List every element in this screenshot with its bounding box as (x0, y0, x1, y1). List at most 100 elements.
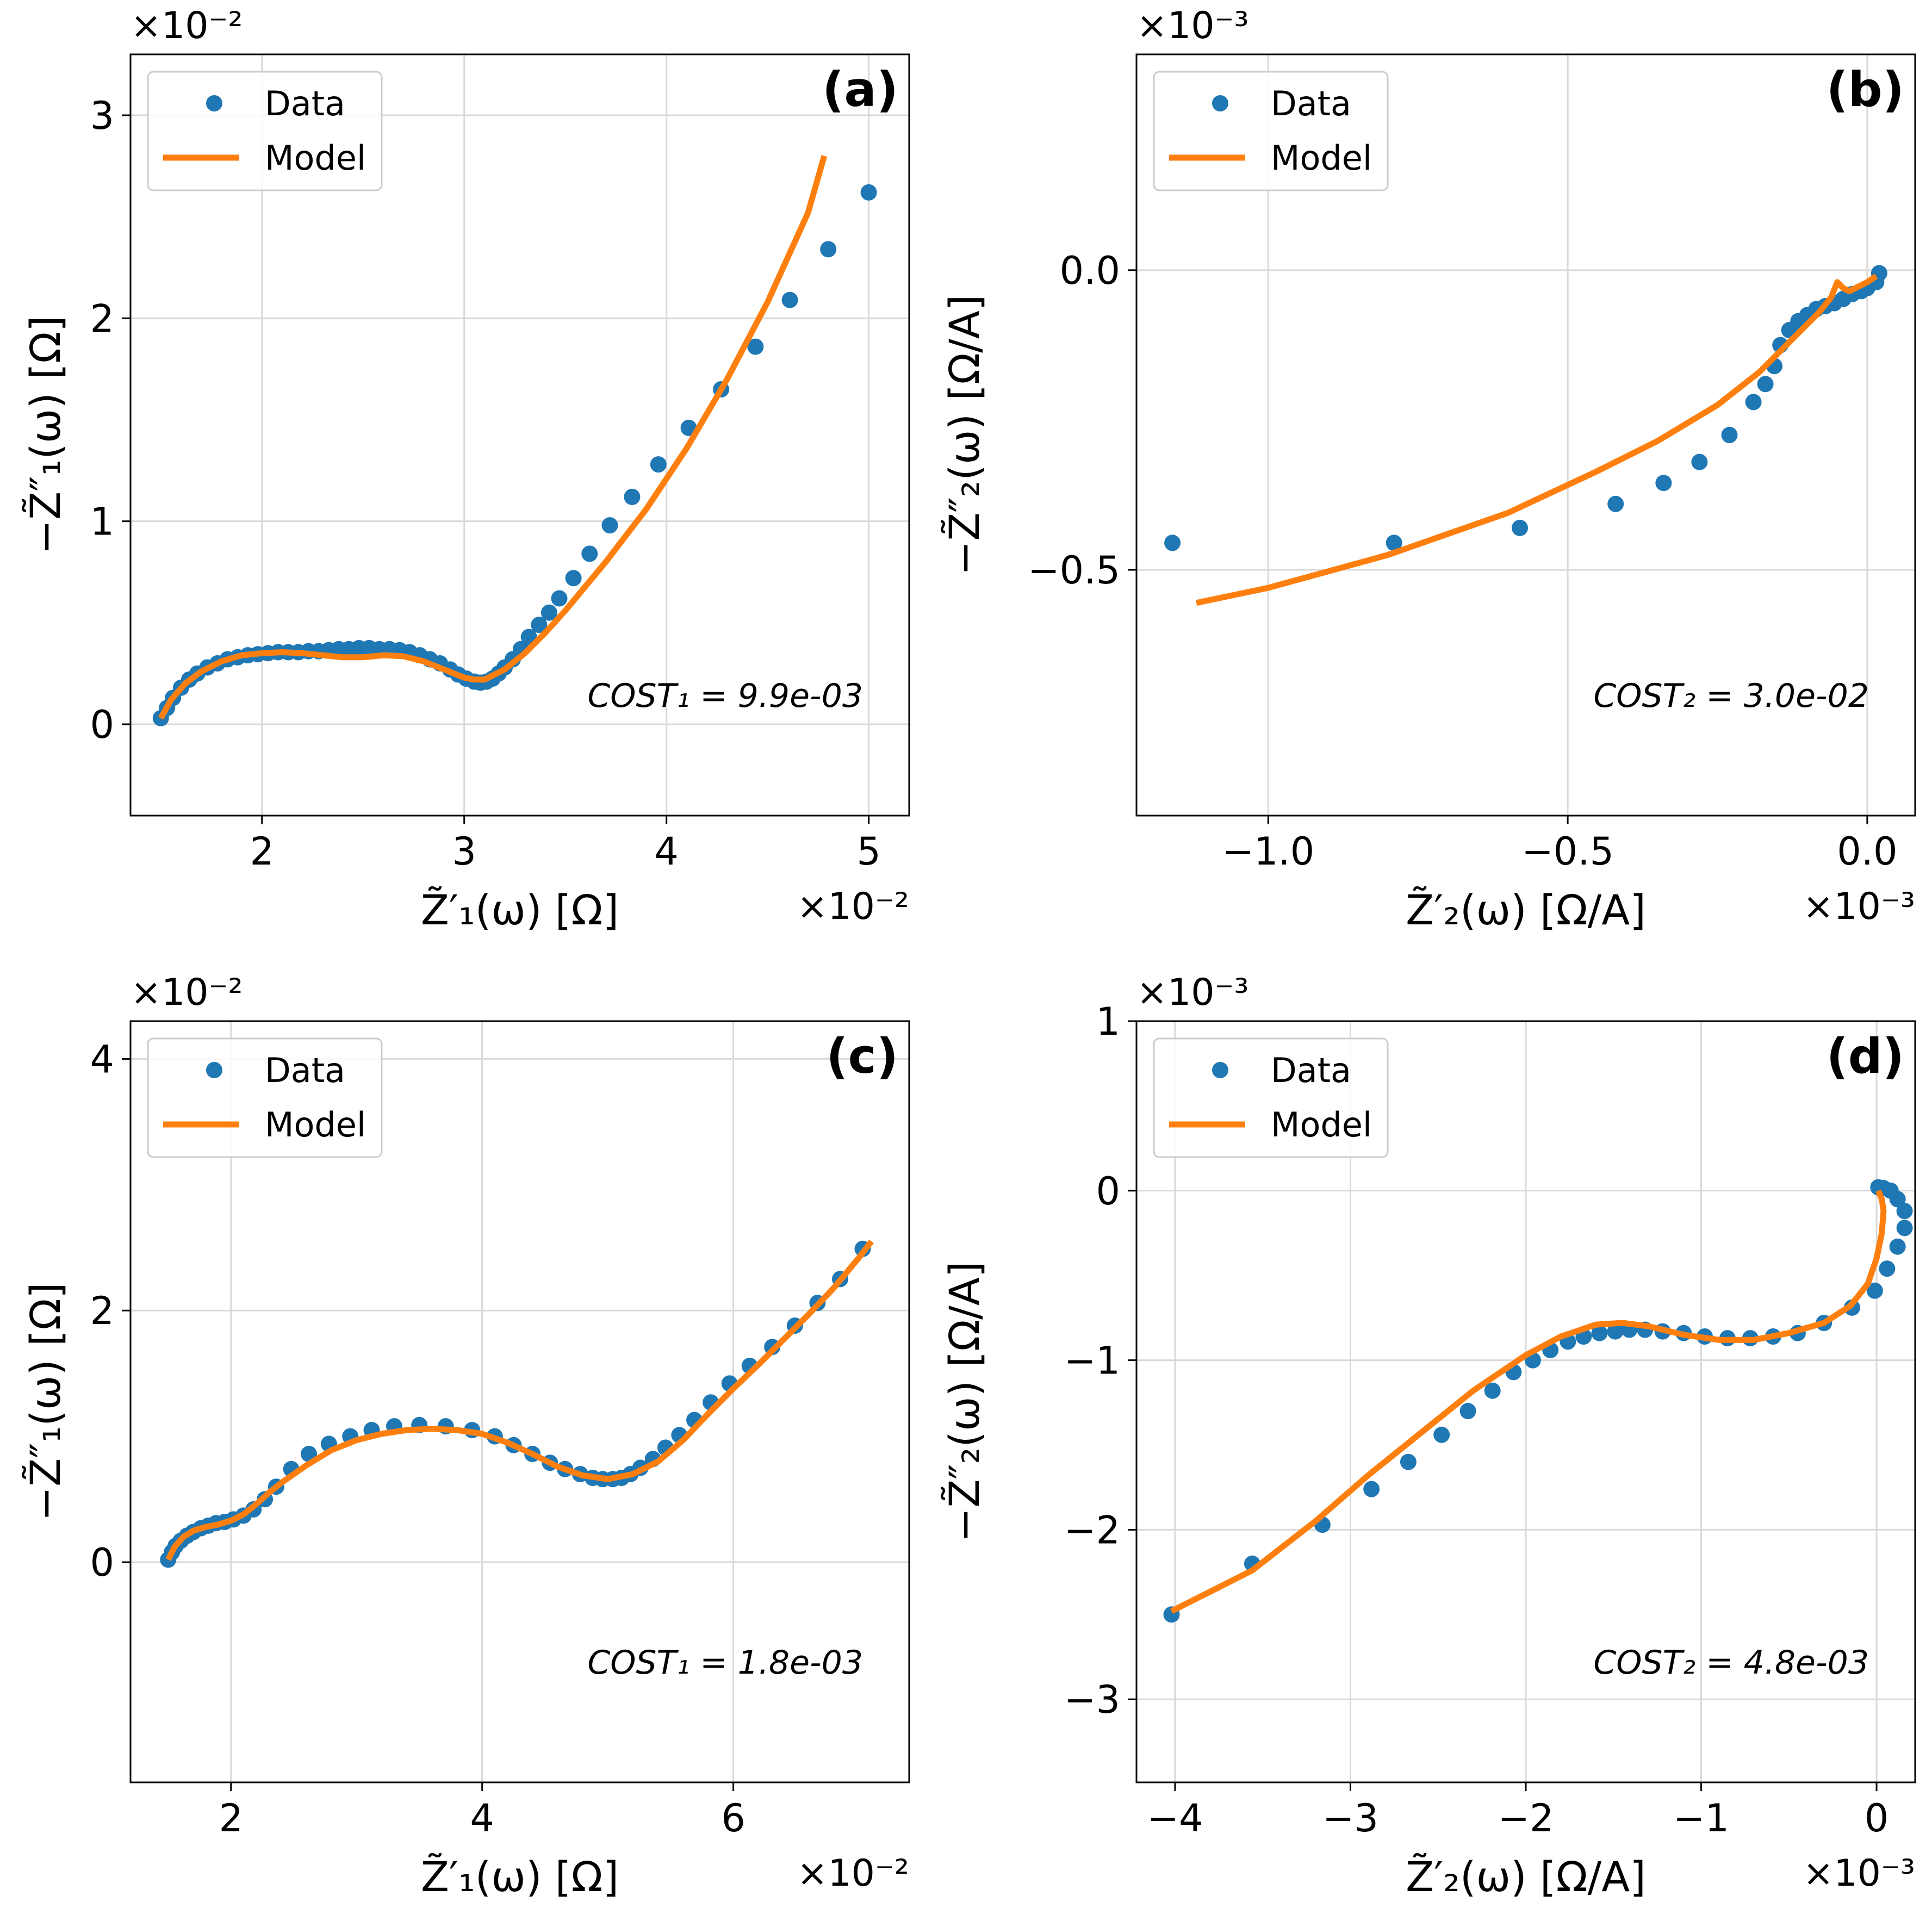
xtick-label-a-3: 5 (856, 829, 881, 874)
model-line-d (1170, 1189, 1887, 1614)
data-point-b-6 (1721, 427, 1738, 443)
plot-area-a (152, 155, 877, 726)
data-point-d-7 (1484, 1382, 1501, 1399)
axes-frame-a (129, 53, 910, 817)
data-point-d-13 (1591, 1325, 1608, 1341)
legend-data-marker-d (1212, 1062, 1228, 1078)
panel-d: −4 −3 −2 −1 0 −3 −2 −1 0 1 ×10⁻³ ×10⁻³ Z̃′₂(ω) [Ω/A]… (940, 971, 1916, 1901)
ytick-label-c-1: 2 (90, 1289, 114, 1333)
x-axis-label-a: Z̃′₁(ω) [Ω] (421, 886, 619, 934)
cost-annotation-c: COST₁ = 1.8e-03 (587, 1644, 863, 1682)
xtick-label-d-1: −3 (1322, 1796, 1378, 1841)
xtick-label-a-2: 4 (654, 829, 679, 874)
data-point-a-48 (624, 488, 641, 505)
y-axis-label-c: −Z̃″₁(ω) [Ω] (21, 1282, 70, 1521)
axes-frame-c (129, 1020, 910, 1783)
x-exponent-label-c: ×10⁻² (797, 1852, 909, 1895)
data-point-b-2 (1512, 519, 1528, 536)
panel-label-d: (d) (1827, 1028, 1904, 1084)
data-point-a-49 (650, 456, 667, 473)
data-point-a-46 (581, 545, 598, 562)
xtick-label-d-0: −4 (1147, 1796, 1203, 1841)
y-exponent-label-c: ×10⁻² (131, 971, 243, 1014)
model-line-a (158, 155, 828, 720)
model-line-b (1196, 273, 1878, 606)
x-exponent-label-d: ×10⁻³ (1803, 1852, 1915, 1895)
x-axis-label-d: Z̃′₂(ω) [Ω/A] (1406, 1853, 1646, 1901)
xtick-label-a-1: 3 (452, 829, 476, 874)
ytick-label-c-0: 0 (90, 1540, 114, 1585)
data-point-b-4 (1655, 475, 1672, 492)
cost-annotation-a: COST₁ = 9.9e-03 (587, 677, 863, 715)
y-axis-label-a: −Z̃″₁(ω) [Ω] (21, 315, 70, 554)
panel-a: 2 3 4 5 0 1 2 3 ×10⁻² ×10⁻² Z̃′₁(ω) [Ω] −Z̃″₁(ω) [Ω… (21, 4, 910, 934)
legend-data-marker-b (1212, 95, 1228, 111)
y-axis-label-d: −Z̃″₂(ω) [Ω/A] (940, 1261, 989, 1543)
data-point-d-5 (1433, 1426, 1450, 1443)
legend-model-label-a: Model (265, 138, 366, 178)
data-point-d-34 (1870, 1179, 1887, 1196)
y-exponent-label-d: ×10⁻³ (1136, 971, 1249, 1014)
legend-b: Data Model (1153, 71, 1389, 191)
panel-label-b: (b) (1827, 61, 1904, 117)
data-point-b-7 (1745, 394, 1762, 411)
ytick-label-a-0: 0 (90, 703, 114, 747)
legend-data-label-c: Data (265, 1050, 345, 1090)
plot-area-c (160, 1239, 874, 1568)
x-exponent-label-b: ×10⁻³ (1803, 885, 1915, 928)
legend-data-label-d: Data (1271, 1050, 1351, 1090)
data-point-a-55 (860, 184, 877, 201)
cost-annotation-b: COST₂ = 3.0e-02 (1593, 677, 1869, 715)
data-point-d-3 (1363, 1481, 1380, 1497)
model-line-c (165, 1239, 874, 1561)
xtick-label-d-3: −1 (1673, 1796, 1729, 1841)
legend-a: Data Model (147, 71, 383, 191)
data-point-d-26 (1866, 1282, 1883, 1299)
xtick-label-c-0: 2 (219, 1796, 244, 1841)
data-point-d-4 (1400, 1453, 1417, 1470)
data-point-d-27 (1879, 1260, 1896, 1277)
ytick-label-d-1: −2 (1064, 1508, 1120, 1552)
data-point-b-8 (1757, 376, 1774, 393)
xtick-label-c-2: 6 (721, 1796, 746, 1841)
ytick-label-b-0: −0.5 (1028, 548, 1120, 593)
plot-area-d (1163, 1179, 1913, 1623)
ytick-label-a-3: 3 (90, 94, 114, 138)
data-point-a-42 (531, 617, 548, 633)
legend-data-marker-c (206, 1062, 222, 1078)
data-point-a-44 (551, 590, 568, 607)
xtick-label-c-1: 4 (470, 1796, 494, 1841)
data-point-d-6 (1459, 1403, 1476, 1420)
y-exponent-label-b: ×10⁻³ (1136, 4, 1249, 47)
x-axis-label-b: Z̃′₂(ω) [Ω/A] (1406, 886, 1646, 934)
x-exponent-label-a: ×10⁻² (797, 885, 909, 928)
panel-b: −1.0 −0.5 0.0 −0.5 0.0 ×10⁻³ ×10⁻³ Z̃′₂(ω) [Ω/A… (940, 4, 1916, 934)
xtick-label-b-1: −0.5 (1521, 829, 1614, 874)
plot-area-b (1164, 265, 1887, 606)
data-point-b-0 (1164, 534, 1181, 551)
xtick-label-d-4: 0 (1865, 1796, 1889, 1841)
xtick-label-a-0: 2 (250, 829, 274, 874)
y-exponent-label-a: ×10⁻² (131, 4, 243, 47)
ytick-label-d-4: 1 (1096, 999, 1120, 1044)
data-point-a-43 (541, 604, 557, 621)
xtick-label-d-2: −2 (1498, 1796, 1554, 1841)
data-point-a-53 (781, 291, 798, 308)
data-point-b-1 (1386, 534, 1402, 551)
ytick-label-c-2: 4 (90, 1037, 114, 1081)
axes-frame-b (1135, 53, 1916, 817)
legend-model-label-b: Model (1271, 138, 1372, 178)
data-point-a-47 (601, 517, 618, 534)
panel-label-c: (c) (826, 1028, 898, 1084)
legend-d: Data Model (1153, 1037, 1389, 1158)
cost-annotation-d: COST₂ = 4.8e-03 (1593, 1644, 1869, 1682)
data-point-a-54 (820, 241, 837, 258)
ytick-label-b-1: 0.0 (1060, 248, 1120, 293)
panel-label-a: (a) (822, 61, 898, 117)
data-point-b-5 (1691, 453, 1708, 470)
xtick-label-b-2: 0.0 (1837, 829, 1897, 874)
data-point-d-29 (1896, 1220, 1913, 1236)
ytick-label-a-1: 1 (90, 500, 114, 544)
ytick-label-d-3: 0 (1096, 1169, 1120, 1214)
